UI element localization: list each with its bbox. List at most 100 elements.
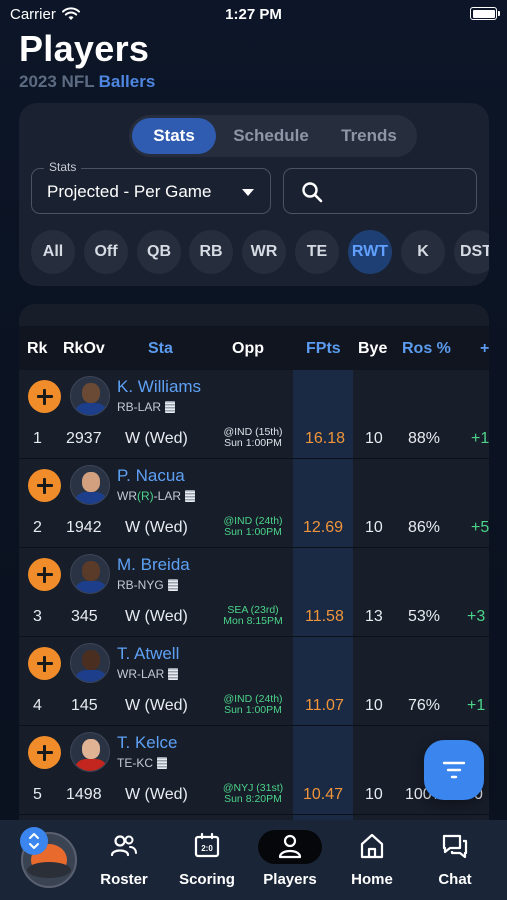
tab-chat[interactable]: Chat xyxy=(425,828,485,892)
cell-ros: 88% xyxy=(408,430,441,447)
roster-icon xyxy=(110,835,137,857)
col-fpts[interactable]: FPts xyxy=(306,340,341,357)
position-chip-all[interactable]: All xyxy=(31,230,75,274)
player-name-link[interactable]: T. Kelce xyxy=(117,733,178,752)
position-chip-rb[interactable]: RB xyxy=(189,230,233,274)
person-icon xyxy=(278,834,302,859)
cell-rkov: 1942 xyxy=(66,519,102,536)
home-icon xyxy=(360,833,384,859)
cell-rkov: 2937 xyxy=(66,430,102,447)
tab-trends[interactable]: Trends xyxy=(341,126,397,145)
tab-home-label: Home xyxy=(351,871,393,888)
col-ros[interactable]: Ros % xyxy=(402,340,451,357)
cell-change: +3 xyxy=(467,608,486,625)
bottom-tab-bar: Roster 2:0 Scoring Players Home Chat xyxy=(0,820,507,900)
cell-sta: W (Wed) xyxy=(125,430,188,447)
cell-ros: 86% xyxy=(408,519,441,536)
avatar xyxy=(70,643,110,683)
table-row[interactable]: T. Atwell WR-LAR 4 145 W (Wed) @IND (24t… xyxy=(19,637,489,726)
cell-rkov: 1498 xyxy=(66,786,102,803)
cell-fpts: 12.69 xyxy=(303,519,344,536)
season-label: 2023 NFL xyxy=(19,72,95,91)
cell-rkov: 345 xyxy=(71,608,98,625)
position-chip-off[interactable]: Off xyxy=(84,230,128,274)
add-player-button[interactable] xyxy=(28,558,61,591)
league-name[interactable]: Ballers xyxy=(98,72,156,91)
svg-text:2:0: 2:0 xyxy=(201,844,213,853)
tab-scoring[interactable]: 2:0 Scoring xyxy=(172,828,242,892)
position-chip-rwt[interactable]: RWT xyxy=(348,230,392,274)
cell-opp: @IND (24th) Sun 1:00PM xyxy=(223,693,283,716)
position-chip-k[interactable]: K xyxy=(401,230,445,274)
players-table: Rk RkOv Sta Opp FPts Bye Ros % +/- K. Wi… xyxy=(19,304,489,824)
cell-fpts: 16.18 xyxy=(305,430,346,447)
col-plus-minus[interactable]: +/- xyxy=(480,340,489,357)
table-row[interactable]: T. Kelce TE-KC 5 1498 W (Wed) @NYJ (31st… xyxy=(19,726,489,815)
tab-chat-label: Chat xyxy=(438,871,472,888)
cell-opp: @IND (24th) Sun 1:00PM xyxy=(223,515,283,538)
fpts-column-highlight xyxy=(293,326,353,824)
battery-icon xyxy=(470,7,500,20)
cell-change: 0 xyxy=(474,786,483,803)
cell-opp: @NYJ (31st) Sun 8:20PM xyxy=(222,782,284,805)
avatar xyxy=(70,732,110,772)
stats-dropdown-label: Stats xyxy=(44,160,82,174)
table-row[interactable]: K. Williams RB-LAR 1 2937 W (Wed) @IND (… xyxy=(19,370,489,459)
view-segmented-control: Stats Schedule Trends xyxy=(129,115,417,157)
cell-sta: W (Wed) xyxy=(125,697,188,714)
note-icon[interactable] xyxy=(157,757,168,769)
cell-bye: 10 xyxy=(365,430,383,447)
player-name-link[interactable]: M. Breida xyxy=(117,555,190,574)
cell-bye: 10 xyxy=(365,786,383,803)
cell-fpts: 11.58 xyxy=(305,608,344,625)
note-icon[interactable] xyxy=(167,579,178,591)
col-rkov[interactable]: RkOv xyxy=(63,340,105,357)
position-chip-qb[interactable]: QB xyxy=(137,230,181,274)
switch-team-icon[interactable] xyxy=(20,827,48,855)
cell-change: +5 xyxy=(471,519,489,536)
filter-card: Stats Schedule Trends Stats Projected - … xyxy=(19,103,489,286)
status-bar: Carrier 1:27 PM xyxy=(0,0,507,28)
player-meta: TE-KC xyxy=(117,756,168,770)
player-name-link[interactable]: T. Atwell xyxy=(117,644,180,663)
add-player-button[interactable] xyxy=(28,380,61,413)
stats-dropdown[interactable]: Stats Projected - Per Game xyxy=(31,160,271,214)
chat-icon xyxy=(442,834,468,859)
note-icon[interactable] xyxy=(165,401,176,413)
position-chip-te[interactable]: TE xyxy=(295,230,339,274)
position-chip-dst[interactable]: DST xyxy=(454,230,489,274)
avatar xyxy=(70,465,110,505)
player-meta: WR(R)-LAR xyxy=(117,489,196,503)
table-row[interactable]: P. Nacua WR(R)-LAR 2 1942 W (Wed) @IND (… xyxy=(19,459,489,548)
col-opp[interactable]: Opp xyxy=(232,340,264,357)
tab-players[interactable]: Players xyxy=(255,828,325,892)
add-player-button[interactable] xyxy=(28,736,61,769)
avatar xyxy=(70,376,110,416)
player-meta: RB-LAR xyxy=(117,400,176,414)
league-subtitle: 2023 NFL Ballers xyxy=(19,72,155,92)
add-player-button[interactable] xyxy=(28,469,61,502)
search-input[interactable] xyxy=(283,168,477,214)
cell-bye: 13 xyxy=(365,608,383,625)
tab-home[interactable]: Home xyxy=(343,828,401,892)
tab-stats[interactable]: Stats xyxy=(132,118,216,154)
tab-schedule[interactable]: Schedule xyxy=(233,126,309,145)
note-icon[interactable] xyxy=(168,668,179,680)
page-title: Players xyxy=(19,28,150,69)
col-rk[interactable]: Rk xyxy=(27,340,48,357)
position-chip-wr[interactable]: WR xyxy=(242,230,286,274)
filter-fab-button[interactable] xyxy=(424,740,484,800)
tab-roster[interactable]: Roster xyxy=(94,828,154,892)
player-name-link[interactable]: P. Nacua xyxy=(117,466,185,485)
cell-rk: 4 xyxy=(33,697,42,714)
col-bye[interactable]: Bye xyxy=(358,340,388,357)
caret-down-icon xyxy=(242,189,254,196)
player-name-link[interactable]: K. Williams xyxy=(117,377,202,396)
note-icon[interactable] xyxy=(185,490,196,502)
cell-fpts: 11.07 xyxy=(305,697,344,714)
cell-rk: 2 xyxy=(33,519,42,536)
col-sta[interactable]: Sta xyxy=(148,340,173,357)
position-filter-row: All Off QB RB WR TE RWT K DST xyxy=(31,230,489,274)
add-player-button[interactable] xyxy=(28,647,61,680)
table-row[interactable]: M. Breida RB-NYG 3 345 W (Wed) SEA (23rd… xyxy=(19,548,489,637)
